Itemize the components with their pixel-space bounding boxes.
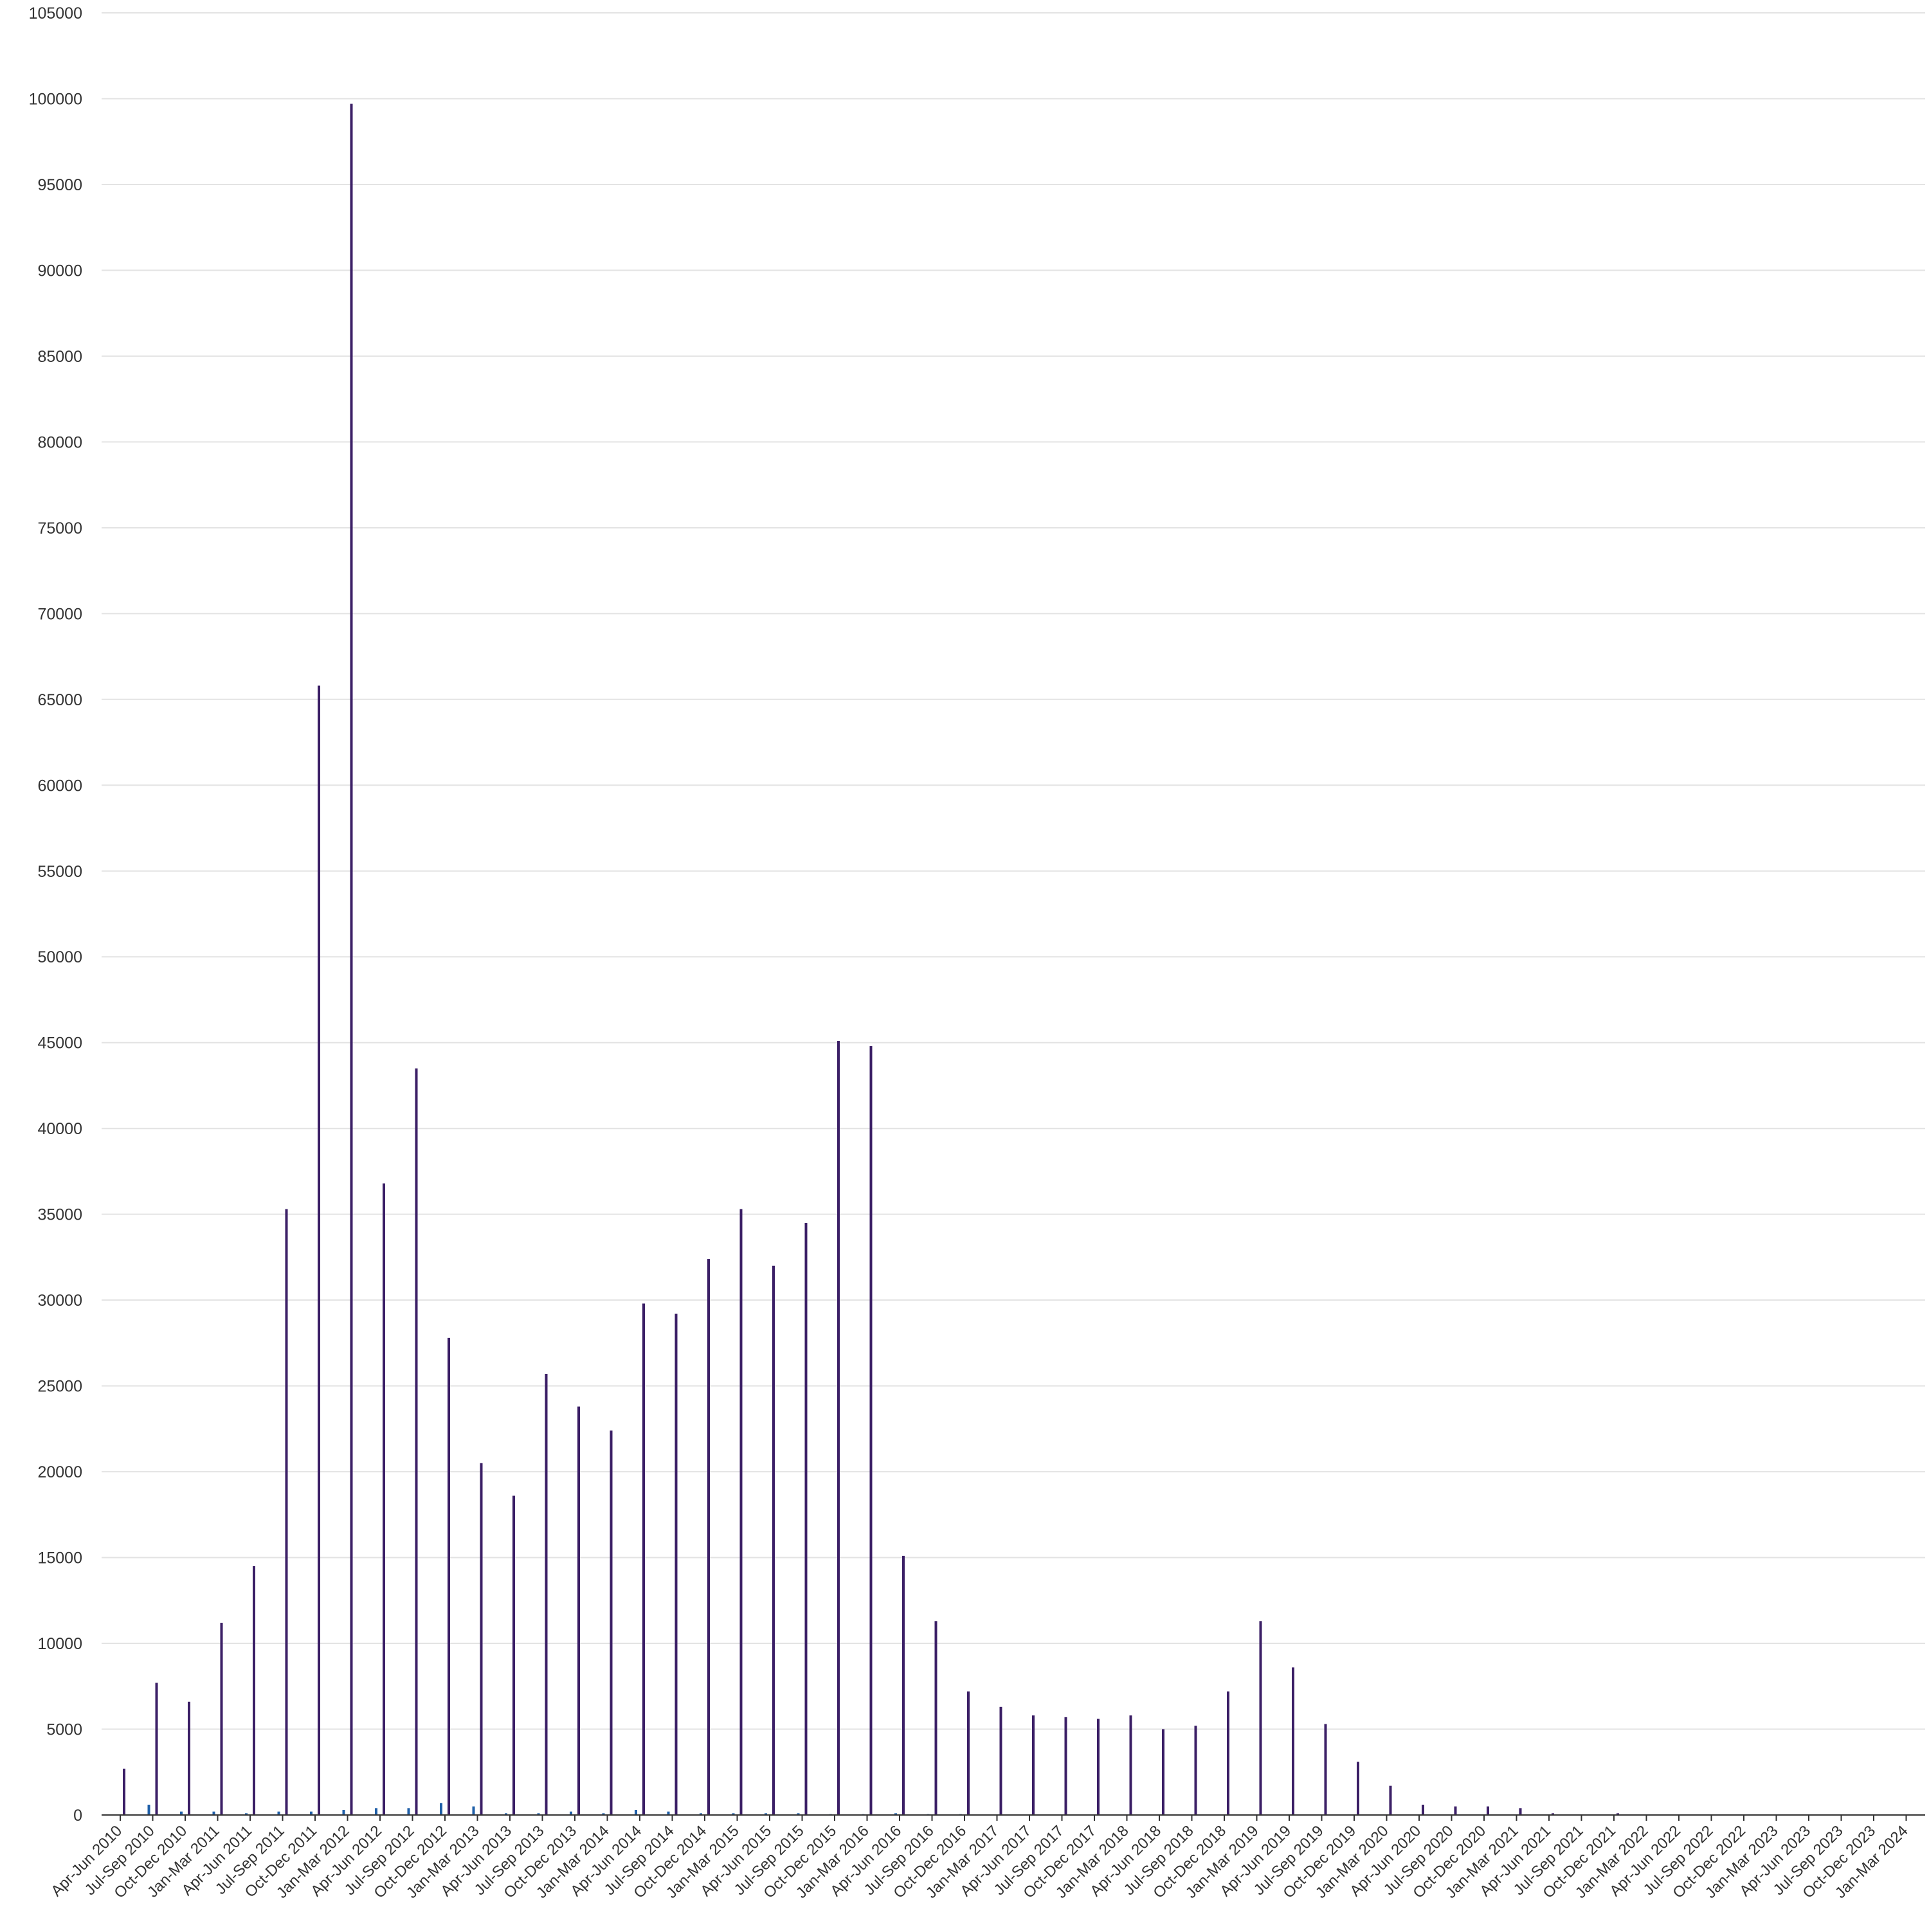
bar-series-2 [772, 1265, 775, 1815]
bar-series-1 [797, 1813, 800, 1815]
bar-series-2 [350, 104, 353, 1815]
bar-series-2 [642, 1303, 645, 1815]
bar-series-1 [342, 1809, 345, 1815]
bar-series-1 [245, 1813, 248, 1815]
bar-series-2 [155, 1683, 158, 1815]
bar-series-2 [1552, 1813, 1554, 1815]
bar-series-2 [610, 1431, 613, 1815]
bar-series-2 [1519, 1808, 1522, 1815]
bar-series-2 [1064, 1717, 1067, 1815]
bar-series-2 [707, 1259, 710, 1815]
bar-series-2 [1324, 1724, 1327, 1815]
bars [123, 104, 1619, 1815]
bar-series-2 [999, 1706, 1002, 1815]
gridlines [102, 12, 1925, 1730]
bar-series-2 [1259, 1621, 1262, 1815]
bar-series-2 [1389, 1785, 1392, 1815]
bar-series-1 [310, 1811, 312, 1815]
bar-series-2 [188, 1701, 190, 1815]
y-tick-label: 80000 [37, 433, 82, 451]
bar-series-1 [732, 1813, 735, 1815]
bar-series-2 [837, 1041, 840, 1815]
bar-series-2 [545, 1373, 548, 1815]
y-tick-label: 60000 [37, 777, 82, 795]
bar-series-2 [1422, 1804, 1424, 1815]
bar-series-2 [869, 1046, 873, 1815]
bar-series-1 [602, 1813, 605, 1815]
y-tick-label: 25000 [37, 1378, 82, 1396]
bar-series-2 [1227, 1691, 1229, 1815]
y-tick-label: 90000 [37, 262, 82, 280]
bar-series-2 [804, 1223, 808, 1815]
bar-series-2 [1032, 1715, 1035, 1815]
bar-series-1 [894, 1813, 897, 1815]
bar-series-2 [1162, 1729, 1164, 1815]
bar-series-2 [318, 685, 320, 1815]
bar-series-2 [967, 1691, 970, 1815]
y-tick-label: 30000 [37, 1292, 82, 1310]
bar-series-2 [1129, 1715, 1132, 1815]
bar-series-2 [1194, 1726, 1197, 1815]
bar-series-1 [407, 1808, 410, 1815]
bar-series-2 [415, 1068, 418, 1815]
y-tick-label: 85000 [37, 348, 82, 366]
bar-series-1 [472, 1806, 475, 1815]
y-tick-label: 95000 [37, 176, 82, 194]
bar-series-2 [1454, 1806, 1457, 1815]
bar-series-2 [739, 1209, 743, 1815]
bar-series-1 [700, 1813, 702, 1815]
y-tick-label: 45000 [37, 1034, 82, 1052]
bar-series-2 [383, 1183, 385, 1815]
bar-series-1 [667, 1811, 670, 1815]
y-tick-label: 15000 [37, 1549, 82, 1567]
bar-series-2 [220, 1623, 223, 1815]
y-tick-label: 65000 [37, 691, 82, 709]
bar-series-1 [180, 1811, 183, 1815]
bar-series-2 [480, 1463, 483, 1815]
bar-series-2 [1357, 1762, 1359, 1815]
bar-series-2 [902, 1555, 905, 1815]
y-tick-label: 20000 [37, 1463, 82, 1481]
bar-series-1 [277, 1811, 280, 1815]
y-axis-ticks: 0 5000 10000 15000 20000 25000 30000 35000 40000… [29, 5, 82, 1825]
bar-series-2 [123, 1768, 125, 1815]
bar-series-1 [505, 1813, 507, 1815]
bar-series-1 [537, 1813, 540, 1815]
bar-series-2 [934, 1621, 937, 1815]
bar-series-2 [512, 1495, 515, 1815]
y-tick-label: 50000 [37, 948, 82, 966]
bar-series-1 [147, 1804, 150, 1815]
y-tick-label: 0 [73, 1807, 82, 1825]
y-tick-label: 75000 [37, 519, 82, 537]
bar-series-1 [212, 1811, 215, 1815]
bar-series-1 [570, 1811, 572, 1815]
bar-series-2 [1617, 1813, 1619, 1815]
bar-series-2 [1487, 1806, 1489, 1815]
bar-series-1 [375, 1808, 377, 1815]
bar-series-2 [577, 1406, 580, 1815]
y-tick-label: 100000 [29, 90, 82, 108]
bar-series-2 [1097, 1719, 1100, 1815]
bar-series-1 [635, 1809, 637, 1815]
y-tick-label: 5000 [46, 1721, 82, 1739]
y-tick-label: 35000 [37, 1206, 82, 1224]
bar-series-2 [285, 1209, 288, 1815]
bar-series-2 [1292, 1667, 1294, 1815]
bar-series-1 [765, 1813, 767, 1815]
bar-series-2 [253, 1566, 255, 1815]
bar-series-1 [440, 1803, 442, 1815]
bar-series-2 [448, 1337, 450, 1815]
y-tick-label: 10000 [37, 1635, 82, 1653]
bar-series-2 [675, 1314, 678, 1815]
y-tick-label: 55000 [37, 863, 82, 881]
y-tick-label: 40000 [37, 1120, 82, 1138]
y-tick-label: 105000 [29, 5, 82, 23]
y-tick-label: 70000 [37, 605, 82, 623]
